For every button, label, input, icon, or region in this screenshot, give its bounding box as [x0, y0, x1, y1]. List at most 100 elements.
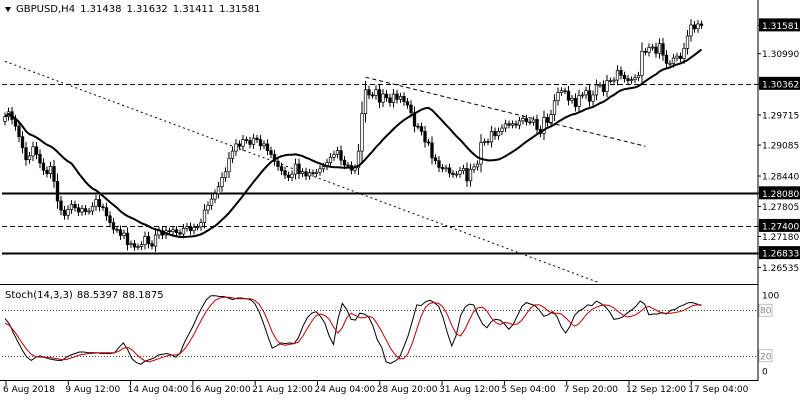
candle-body: [118, 229, 123, 236]
candle-body: [34, 146, 39, 155]
candle-body: [664, 54, 669, 64]
candle-body: [454, 173, 459, 176]
candle-body: [528, 121, 532, 124]
candle-body: [209, 198, 214, 206]
candle-body: [321, 166, 326, 170]
candle-body: [346, 164, 350, 167]
candle-body: [563, 90, 567, 93]
candle-body: [416, 125, 420, 128]
candle-body: [307, 172, 312, 177]
candle-body: [503, 123, 508, 129]
candle-body: [552, 100, 557, 115]
candle-body: [510, 123, 515, 126]
candle-body: [696, 23, 700, 30]
stochastic-tick-label: 20: [760, 352, 772, 362]
candle-body: [55, 180, 60, 202]
candle-body: [601, 84, 606, 92]
candle-body: [216, 186, 221, 195]
candle-body: [73, 203, 77, 209]
candle-body: [391, 93, 396, 103]
time-tick-label: 17 Sep 04:00: [688, 385, 748, 395]
candle-body: [262, 143, 266, 147]
candle-body: [405, 101, 410, 106]
candle-body: [167, 230, 172, 233]
candle-body: [335, 150, 340, 155]
time-tick-label: 24 Aug 04:00: [315, 385, 376, 395]
candle-body: [132, 243, 137, 248]
candle-body: [580, 94, 585, 97]
price-tick-label: 1.31581: [762, 22, 799, 32]
candle-body: [458, 170, 462, 175]
candle-body: [181, 227, 186, 235]
candle-body: [41, 162, 46, 171]
candle-body: [76, 207, 81, 213]
price-tick-label: 1.29085: [762, 142, 799, 152]
candle-body: [587, 90, 592, 102]
candle-body: [3, 116, 7, 122]
candle-body: [311, 172, 315, 175]
candle-body: [171, 229, 175, 233]
candle-body: [283, 170, 287, 176]
candle-body: [395, 93, 399, 100]
collapse-triangle-icon[interactable]: [5, 6, 11, 12]
candle-body: [342, 159, 347, 166]
time-tick-label: 5 Sep 04:00: [501, 385, 556, 395]
candle-body: [27, 155, 32, 161]
candle-body: [692, 24, 697, 30]
candle-body: [430, 142, 434, 159]
price-label-box: [759, 246, 800, 260]
candle-body: [535, 119, 539, 130]
candle-body: [402, 96, 406, 103]
candle-body: [629, 79, 634, 81]
candle-body: [668, 62, 672, 65]
stochastic-header: Stoch(14,3,3) 88.5397 88.1875: [5, 290, 168, 301]
candle-body: [125, 232, 130, 245]
time-tick-label: 21 Aug 12:00: [252, 385, 313, 395]
symbol-label: GBPUSD,H4: [16, 4, 76, 15]
candle-body: [426, 141, 431, 144]
candle-body: [409, 104, 413, 114]
candle-body: [276, 160, 280, 167]
candle-body: [108, 215, 112, 223]
candle-body: [451, 172, 455, 175]
candle-body: [227, 157, 231, 173]
candle-body: [318, 168, 322, 173]
candle-body: [433, 157, 438, 162]
candle-body: [444, 167, 448, 170]
time-tick-label: 28 Aug 20:00: [377, 385, 438, 395]
candle-body: [549, 114, 553, 123]
candle-body: [286, 174, 291, 178]
price-tick-label: 1.28440: [762, 173, 799, 183]
candle-body: [682, 48, 686, 59]
candle-body: [202, 209, 207, 223]
candle-body: [615, 70, 620, 81]
candle-body: [87, 210, 91, 213]
stochastic-name: Stoch(14,3,3): [5, 290, 73, 301]
candle-body: [475, 163, 480, 168]
candle-body: [104, 207, 109, 217]
price-label-box: [759, 18, 800, 32]
candle-body: [153, 234, 158, 247]
time-tick-label: 14 Aug 04:00: [128, 385, 189, 395]
candle-body: [437, 160, 441, 168]
candle-body: [447, 167, 452, 174]
price-tick-label: 1.26535: [762, 264, 799, 274]
time-tick-label: 7 Sep 20:00: [564, 385, 619, 395]
candle-body: [461, 168, 466, 172]
stochastic-level-box: [758, 303, 773, 317]
candle-body: [675, 55, 679, 59]
candle-body: [545, 117, 550, 123]
price-tick-label: 1.30990: [762, 50, 799, 60]
candle-body: [377, 89, 382, 103]
price-tick-label: 1.29715: [762, 111, 799, 121]
candle-body: [199, 222, 203, 228]
stochastic-signal-line: [4, 296, 702, 363]
candle-body: [230, 150, 235, 159]
candle-body: [31, 146, 35, 157]
candle-body: [178, 232, 182, 235]
chart-header: GBPUSD,H4 1.31438 1.31632 1.31411 1.31581: [5, 4, 266, 15]
candle-body: [174, 229, 179, 233]
candle-body: [388, 97, 392, 103]
candle-body: [531, 119, 536, 123]
